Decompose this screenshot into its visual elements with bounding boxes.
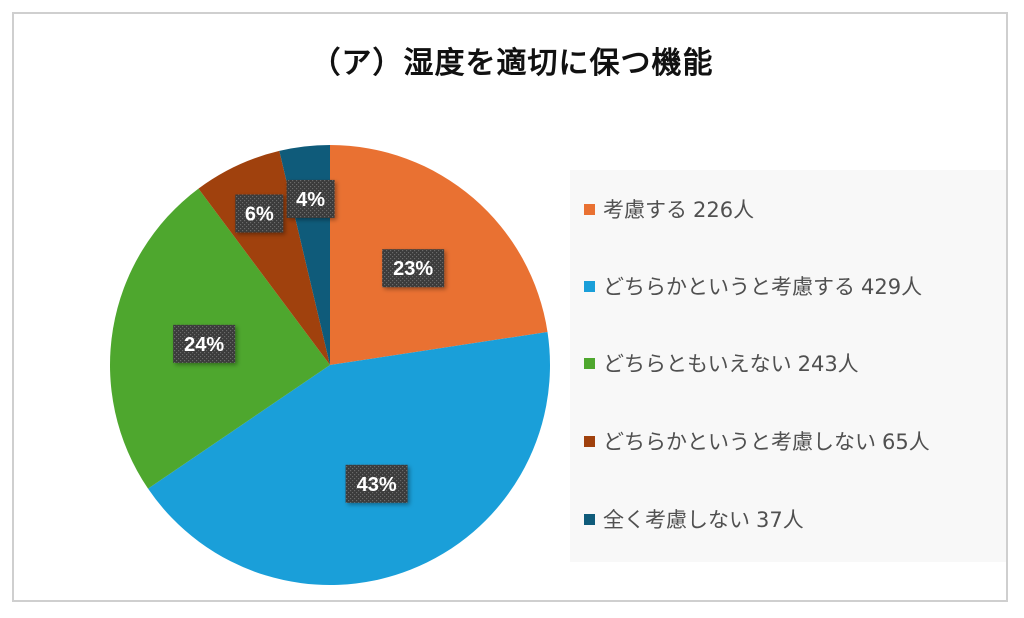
legend-count: 243人 — [797, 352, 859, 376]
legend-swatch-2 — [584, 357, 595, 369]
data-label-text: 24% — [184, 334, 224, 356]
legend-item: 全く考慮しない 37人 — [584, 504, 804, 534]
data-label-box — [345, 464, 408, 503]
legend-swatch-4 — [584, 513, 595, 525]
data-label: 6% — [235, 194, 284, 233]
pie-slice — [198, 150, 330, 365]
legend-item: どちらともいえない 243人 — [584, 348, 859, 378]
data-label-box — [286, 179, 335, 218]
legend-label: 考慮する — [603, 198, 687, 222]
legend-swatch-3 — [584, 435, 595, 447]
data-label: 4% — [286, 179, 335, 218]
data-label-text: 6% — [245, 203, 274, 225]
pie-slice — [148, 331, 550, 585]
legend-label: 全く考慮しない — [603, 508, 750, 532]
legend-count: 429人 — [861, 275, 923, 299]
data-label-box — [173, 324, 236, 363]
legend-count: 65人 — [882, 430, 930, 454]
data-label-box — [235, 194, 284, 233]
legend-item: どちらかというと考慮する 429人 — [584, 271, 922, 301]
legend-label: どちらかというと考慮する — [603, 275, 855, 299]
data-label: 24% — [173, 324, 236, 363]
legend-count: 226人 — [693, 198, 755, 222]
legend-count: 37人 — [756, 508, 804, 532]
data-label: 23% — [382, 249, 445, 288]
data-label-box — [382, 249, 445, 288]
legend-label: どちらともいえない — [603, 352, 792, 376]
data-label-text: 43% — [357, 474, 397, 496]
data-label-text: 23% — [393, 258, 433, 280]
legend-swatch-1 — [584, 280, 595, 292]
data-label: 43% — [345, 464, 408, 503]
legend-label: どちらかというと考慮しない — [603, 430, 876, 454]
legend-item: 考慮する 226人 — [584, 194, 754, 224]
legend: 考慮する 226人 どちらかというと考慮する 429人 どちらともいえない 24… — [570, 170, 1006, 562]
legend-item: どちらかというと考慮しない 65人 — [584, 426, 930, 456]
legend-swatch-0 — [584, 203, 595, 215]
chart-title: （ア）湿度を適切に保つ機能 — [310, 46, 714, 81]
data-label-text: 4% — [296, 189, 325, 211]
